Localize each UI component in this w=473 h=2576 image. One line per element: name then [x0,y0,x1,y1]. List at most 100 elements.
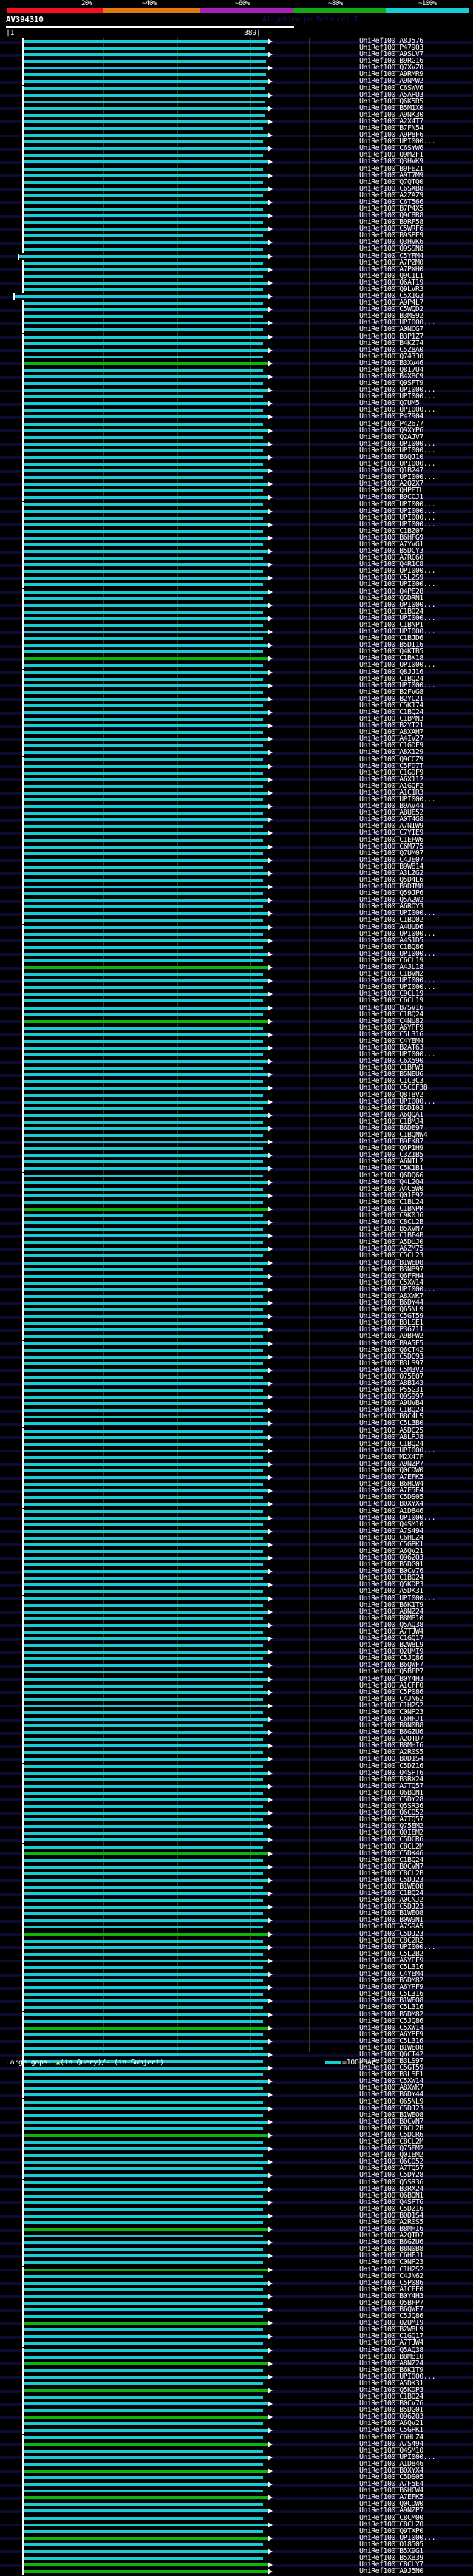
hit-label[interactable]: UniRef100_B1WED8 [359,1258,423,1267]
alignment-row[interactable]: UniRef100_P47904 [0,412,473,421]
alignment-bar[interactable] [22,603,268,607]
hit-label[interactable]: UniRef100_A4C5W0 [359,1184,423,1193]
hit-label[interactable]: UniRef100_A7RC60 [359,554,423,563]
hit-label[interactable]: UniRef100_C1BVN2 [359,970,423,979]
alignment-bar[interactable] [22,2375,268,2379]
alignment-bar[interactable] [22,1422,268,1426]
hit-label[interactable]: UniRef100_C5L2B2 [359,1949,423,1958]
alignment-bar[interactable] [22,2087,263,2090]
alignment-bar[interactable] [22,60,266,64]
hit-label[interactable]: UniRef100_C5XW14 [359,2023,423,2032]
alignment-row[interactable]: UniRef100_A5DK31 [0,1587,473,1596]
hit-label[interactable]: UniRef100_C5DK46 [359,1849,423,1858]
alignment-row[interactable]: UniRef100_A8NZ24 [0,1608,473,1616]
alignment-bar[interactable] [22,281,268,285]
hit-label[interactable]: UniRef100_A9BFW2 [359,1332,423,1341]
alignment-row[interactable]: UniRef100_C1BQ24 [0,1010,473,1019]
hit-label[interactable]: UniRef100_B6QJ10 [359,452,423,461]
hit-label[interactable]: UniRef100_A9SLV7 [359,50,423,59]
alignment-bar[interactable] [22,322,268,325]
alignment-bar[interactable] [22,106,268,110]
hit-label[interactable]: UniRef100_Q6BQN1 [359,1788,423,1797]
alignment-row[interactable]: UniRef100_C1BF4B [0,1231,473,1240]
alignment-row[interactable]: UniRef100_C5GT59 [0,1312,473,1321]
hit-label[interactable]: UniRef100_A5DG25 [359,1426,423,1435]
hit-label[interactable]: UniRef100_B1WEO8 [359,1996,423,2005]
alignment-bar[interactable] [22,134,268,137]
alignment-bar[interactable] [22,2355,263,2359]
hit-label[interactable]: UniRef100_C1GDF9 [359,768,423,777]
alignment-row[interactable]: UniRef100_UPI000... [0,1285,473,1294]
alignment-row[interactable]: UniRef100_A7TQ57 [0,1815,473,1824]
alignment-bar[interactable] [22,1784,268,1788]
alignment-row[interactable]: UniRef100_A7NIW9 [0,822,473,831]
hit-label[interactable]: UniRef100_Q3HVK9 [359,157,423,166]
alignment-row[interactable]: UniRef100_Q9SSN8 [0,245,473,254]
alignment-bar[interactable] [22,731,263,735]
hit-label[interactable]: UniRef100_Q7UM07 [359,849,423,857]
alignment-bar[interactable] [22,1906,268,1909]
alignment-row[interactable]: UniRef100_A7S494 [0,1527,473,1535]
hit-label[interactable]: UniRef100_B0Y4H3 [359,1674,423,1683]
alignment-row[interactable]: UniRef100_B9FEZ1 [0,165,473,173]
alignment-row[interactable]: UniRef100_B6QJ10 [0,452,473,461]
alignment-bar[interactable] [22,825,263,829]
alignment-bar[interactable] [22,1288,268,1291]
alignment-row[interactable]: UniRef100_C1GDF9 [0,768,473,777]
alignment-bar[interactable] [22,2516,263,2520]
hit-label[interactable]: UniRef100_C4YEM4 [359,1036,423,1045]
alignment-bar[interactable] [22,1557,268,1560]
hit-label[interactable]: UniRef100_C4JN62 [359,1694,423,1703]
alignment-row[interactable]: UniRef100_C5XW14 [0,2077,473,2086]
hit-label[interactable]: UniRef100_C1BNPR [359,1204,423,1213]
alignment-bar[interactable] [22,93,268,97]
hit-label[interactable]: UniRef100_B2FVG8 [359,687,423,696]
hit-label[interactable]: UniRef100_A6X112 [359,775,423,784]
hit-label[interactable]: UniRef100_Q9C1L1 [359,271,423,280]
alignment-bar[interactable] [22,932,263,936]
alignment-bar[interactable] [22,1999,268,2003]
hit-label[interactable]: UniRef100_C1GDF9 [359,741,423,750]
hit-label[interactable]: UniRef100_C8CL2M [359,1842,423,1851]
alignment-bar[interactable] [22,2509,268,2513]
hit-label[interactable]: UniRef100_B9RG16 [359,57,423,66]
alignment-row[interactable]: UniRef100_C8C2R2 [0,1937,473,1945]
hit-label[interactable]: UniRef100_Q75E07 [359,1372,423,1381]
hit-label[interactable]: UniRef100_B9AV44 [359,802,423,811]
alignment-row[interactable]: UniRef100_A8UE52 [0,809,473,818]
alignment-row[interactable]: UniRef100_Q9CCZ9 [0,755,473,764]
alignment-row[interactable]: UniRef100_C5DJ23 [0,1930,473,1938]
hit-label[interactable]: UniRef100_UPI000... [359,500,436,509]
hit-label[interactable]: UniRef100_B5M1X0 [359,103,423,112]
alignment-bar[interactable] [22,1664,268,1668]
alignment-row[interactable]: UniRef100_M2X47F [0,1453,473,1461]
alignment-row[interactable]: UniRef100_C1BMJ4 [0,1118,473,1126]
alignment-bar[interactable] [18,254,268,258]
alignment-row[interactable]: UniRef100_B7FN54 [0,124,473,133]
alignment-row[interactable]: UniRef100_UPI000... [0,1594,473,1603]
hit-label[interactable]: UniRef100_Q9SFT9 [359,379,423,388]
hit-label[interactable]: UniRef100_C6CL19 [359,996,423,1005]
alignment-row[interactable]: UniRef100_C1EFW6 [0,836,473,844]
alignment-row[interactable]: UniRef100_B2YC21 [0,695,473,703]
alignment-row[interactable]: UniRef100_B0D1S4 [0,1755,473,1764]
alignment-bar[interactable] [22,550,268,554]
alignment-row[interactable]: UniRef100_B6DY44 [0,1299,473,1308]
hit-label[interactable]: UniRef100_C5DS05 [359,1493,423,1502]
alignment-bar[interactable] [22,697,268,701]
hit-label[interactable]: UniRef100_A0CNJ2 [359,1896,423,1905]
alignment-bar[interactable] [22,644,268,648]
hit-label[interactable]: UniRef100_Q74330 [359,352,423,361]
alignment-row[interactable]: UniRef100_Q6DQ66 [0,1172,473,1180]
hit-label[interactable]: UniRef100_Q5DRN1 [359,594,423,602]
alignment-bar[interactable] [22,2308,268,2312]
hit-label[interactable]: UniRef100_P36711 [359,1325,423,1334]
alignment-row[interactable]: UniRef100_Q3HVK9 [0,157,473,166]
hit-label[interactable]: UniRef100_C1BK18 [359,654,423,663]
hit-label[interactable]: UniRef100_A8XAH7 [359,728,423,737]
hit-label[interactable]: UniRef100_UPI000... [359,406,436,415]
hit-label[interactable]: UniRef100_C6SXB8 [359,184,423,193]
alignment-bar[interactable] [22,1886,263,1889]
alignment-bar[interactable] [22,1603,263,1607]
hit-label[interactable]: UniRef100_Q2UMI9 [359,1648,423,1656]
